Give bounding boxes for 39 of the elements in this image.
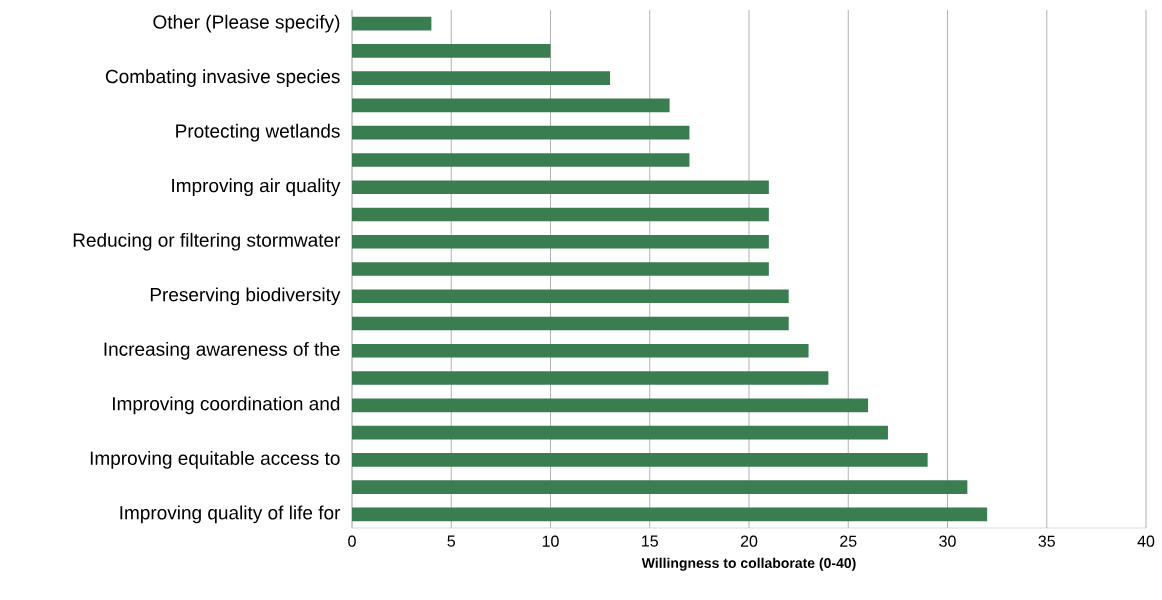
bar <box>352 398 869 413</box>
x-tick-label: 20 <box>740 535 758 547</box>
bar <box>352 44 551 58</box>
y-tick-label: Improving quality of life for <box>120 505 341 524</box>
bar <box>352 480 968 494</box>
x-tick-label: 10 <box>542 535 559 547</box>
x-tick-label: 35 <box>1038 535 1055 547</box>
x-tick-label: 30 <box>939 535 956 547</box>
y-tick-label: Other (Please specify) <box>153 14 340 33</box>
x-tick-label: 40 <box>1137 535 1155 547</box>
bar <box>352 289 789 304</box>
x-tick-label: 25 <box>840 535 857 547</box>
y-tick-label: Reducing or filtering stormwater <box>73 232 341 251</box>
bar <box>352 371 829 385</box>
bar <box>352 316 789 331</box>
bar <box>352 453 928 467</box>
bar <box>352 71 611 85</box>
bar <box>352 507 988 522</box>
x-tick-label: 15 <box>642 535 658 547</box>
x-tick-label: 5 <box>447 535 456 547</box>
bar <box>352 16 432 31</box>
bar <box>352 98 670 113</box>
x-axis-title: Willingness to collaborate (0-40) <box>641 557 856 571</box>
bar <box>352 343 809 358</box>
y-tick-label: Increasing awareness of the <box>104 341 340 360</box>
y-tick-label: Improving coordination and <box>113 396 340 415</box>
bar <box>352 262 769 276</box>
x-tick-label: 0 <box>348 535 356 547</box>
y-tick-label: Improving air quality <box>172 178 341 197</box>
bar <box>352 153 690 167</box>
bar <box>352 125 690 140</box>
y-tick-label: Improving equitable access to <box>90 450 340 469</box>
bar <box>352 180 769 195</box>
y-tick-label: Protecting wetlands <box>176 123 340 142</box>
bar <box>352 234 769 249</box>
y-tick-label: Preserving biodiversity <box>150 287 341 306</box>
bar <box>352 425 888 440</box>
y-tick-label: Combating invasive species <box>105 69 340 87</box>
bar <box>352 207 769 222</box>
